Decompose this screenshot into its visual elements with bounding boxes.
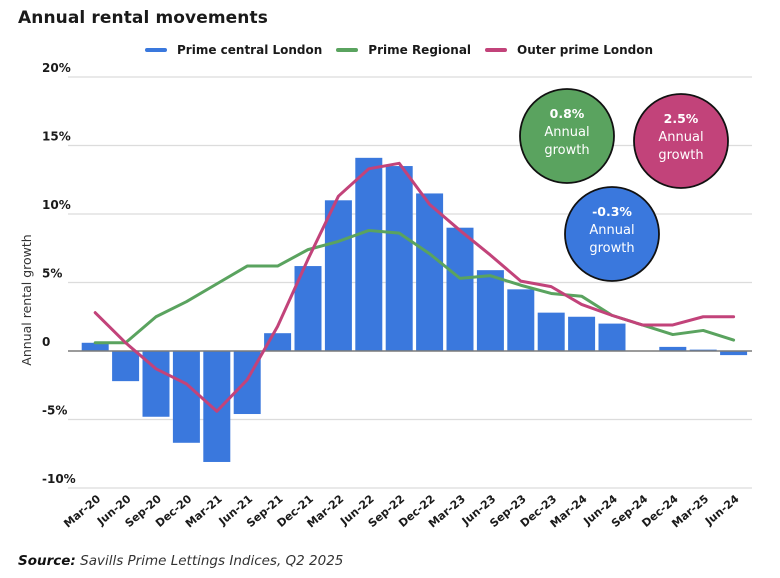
bar: [355, 157, 383, 351]
bar: [203, 351, 231, 462]
source-label: Source:: [18, 553, 76, 569]
bubble-label: Annual: [589, 223, 634, 238]
bar: [659, 346, 687, 351]
bar: [172, 351, 200, 443]
bar: [537, 312, 565, 351]
annual-growth-bubble: 2.5% Annual growth: [633, 93, 729, 189]
line-series: [93, 161, 736, 413]
chart-title: Annual rental movements: [18, 8, 268, 28]
x-axis-ticks: Mar-20Jun-20Sep-20Dec-20Mar-21Jun-21Sep-…: [61, 492, 741, 530]
legend-swatch: [336, 48, 359, 52]
annual-growth-bubbles: 0.8% Annual growth 2.5% Annual growth -0.3% Ann…: [519, 88, 729, 282]
legend-label: Outer prime London: [517, 43, 653, 57]
bubble-label: growth: [544, 143, 589, 158]
bar: [446, 227, 474, 351]
bar: [598, 323, 626, 351]
y-tick-label: 5%: [42, 267, 62, 281]
line-outer-prime-london: [93, 161, 736, 413]
bar: [81, 342, 109, 351]
y-tick-label: 15%: [42, 130, 71, 144]
legend-label: Prime central London: [177, 43, 323, 57]
bar: [324, 200, 352, 351]
y-tick-label: 0: [42, 335, 50, 349]
bubble-value: -0.3%: [592, 204, 632, 219]
bubble-value: 2.5%: [664, 111, 699, 126]
y-axis-label: Annual rental growth: [19, 234, 34, 365]
bar: [507, 289, 535, 351]
legend-swatch: [485, 48, 508, 52]
bar: [568, 316, 596, 351]
legend-item-outer-prime-london: Outer prime London: [485, 43, 653, 57]
annual-growth-bubble: 0.8% Annual growth: [519, 88, 615, 184]
source-text: Savills Prime Lettings Indices, Q2 2025: [75, 553, 344, 569]
bubble-label: growth: [658, 148, 703, 163]
x-tick-label: Jun-24: [702, 492, 742, 528]
bubble-circle: [519, 88, 615, 184]
legend-item-prime-central-london: Prime central London: [145, 43, 322, 57]
bubble-label: growth: [589, 241, 634, 256]
bars-prime-central-london: [81, 157, 748, 462]
bubble-value: 0.8%: [550, 106, 585, 121]
y-tick-label: -5%: [42, 404, 67, 418]
annual-growth-bubble: -0.3% Annual growth: [564, 186, 660, 282]
x-tick-label: Mar-20: [61, 492, 103, 530]
legend-item-prime-regional: Prime Regional: [336, 43, 471, 57]
bubble-circle: [564, 186, 660, 282]
y-axis-ticks: 20% 15% 10% 5% 0 -5% -10%: [42, 61, 76, 486]
bar: [112, 351, 140, 382]
bar: [416, 193, 444, 351]
source-note: Source: Savills Prime Lettings Indices, …: [18, 553, 343, 569]
legend: Prime central London Prime Regional Oute…: [145, 43, 667, 57]
y-tick-label: -10%: [42, 472, 76, 486]
bubble-label: Annual: [658, 130, 703, 145]
y-tick-label: 20%: [42, 61, 71, 75]
legend-swatch: [145, 48, 167, 52]
bar: [720, 351, 748, 356]
bubble-label: Annual: [544, 125, 589, 140]
bar: [476, 270, 504, 351]
y-tick-label: 10%: [42, 198, 71, 212]
bubble-circle: [633, 93, 729, 189]
legend-label: Prime Regional: [368, 43, 472, 57]
bar: [385, 166, 413, 351]
